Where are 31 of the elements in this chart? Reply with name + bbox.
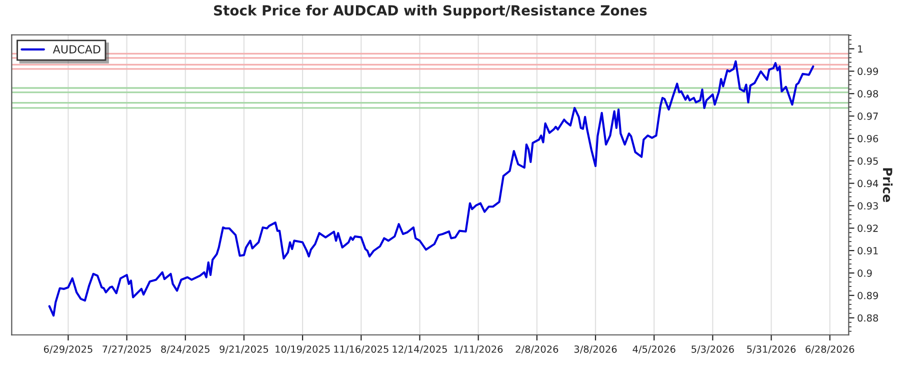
- y-axis-title: Price: [882, 168, 893, 202]
- x-tick-label: 9/21/2025: [220, 345, 268, 354]
- x-tick-label: 11/16/2025: [334, 345, 388, 354]
- chart-title: Stock Price for AUDCAD with Support/Resistance Zones: [214, 4, 647, 18]
- y-tick-label: 1: [858, 45, 862, 52]
- x-tick-label: 4/5/2026: [632, 345, 676, 354]
- x-tick-label: 10/19/2025: [276, 345, 330, 354]
- y-tick-label: 0.91: [858, 247, 878, 254]
- x-tick-label: 5/3/2026: [692, 345, 734, 354]
- y-tick-label: 0.88: [858, 314, 878, 322]
- y-tick-label: 0.95: [858, 157, 878, 165]
- legend-label: AUDCAD: [52, 45, 100, 54]
- x-tick-label: 12/14/2025: [392, 345, 447, 354]
- line-series: [48, 60, 814, 317]
- y-tick-label: 0.9: [858, 269, 872, 277]
- y-tick-label: 0.97: [858, 112, 878, 120]
- x-tick-label: 5/31/2026: [747, 345, 796, 354]
- x-tick-label: 7/27/2025: [102, 345, 151, 354]
- x-tick-label: 1/11/2026: [454, 345, 503, 354]
- y-tick-label: 0.89: [858, 292, 878, 300]
- y-tick-label: 0.93: [858, 202, 878, 210]
- y-tick-label: 0.99: [858, 68, 878, 76]
- x-tick-label: 6/29/2025: [44, 345, 92, 354]
- x-tick-label: 3/8/2026: [574, 345, 617, 354]
- x-tick-label: 2/8/2026: [516, 345, 558, 354]
- y-tick-label: 0.96: [858, 134, 878, 142]
- x-tick-label: 6/28/2026: [806, 345, 854, 354]
- y-tick-label: 0.92: [858, 224, 878, 232]
- y-tick-label: 0.94: [858, 180, 878, 188]
- x-tick-label: 8/24/2025: [161, 345, 210, 354]
- y-tick-label: 0.98: [858, 90, 878, 98]
